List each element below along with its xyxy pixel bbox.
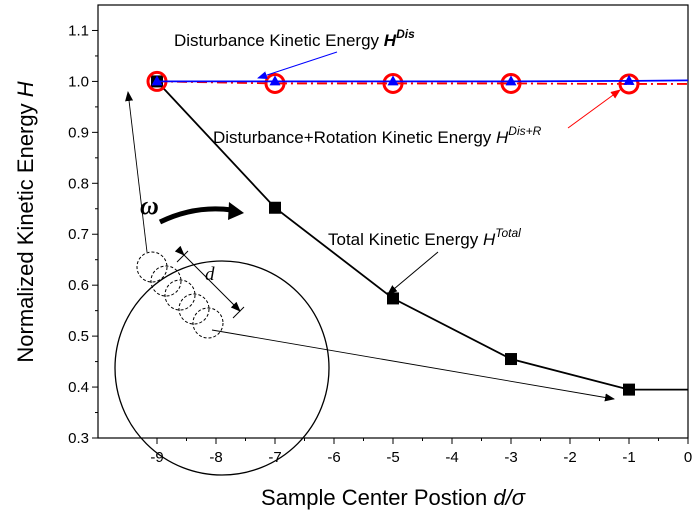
dis-point-marker <box>505 75 517 86</box>
annotation-disr-text: Disturbance+Rotation Kinetic Energy <box>213 128 496 147</box>
total-point-marker <box>269 201 281 214</box>
inset-schematic: d ω <box>114 91 615 476</box>
total-point-marker <box>387 292 399 305</box>
y-tick-label: 1.0 <box>68 73 89 90</box>
annotation-disr-arrow <box>567 89 621 129</box>
dis-point-marker <box>151 75 163 86</box>
y-axis-variable: H <box>13 81 38 97</box>
annotation-total-arrow <box>387 251 439 295</box>
inset-arrow-to-last-point <box>211 329 615 402</box>
annotation-total-text: Total Kinetic Energy <box>328 230 483 249</box>
annotation-disr-symbol: H <box>496 128 509 147</box>
annotation-total: Total Kinetic Energy HTotal <box>328 226 521 295</box>
y-tick-label: 0.4 <box>68 379 89 396</box>
sample-circle-1 <box>136 251 168 283</box>
x-tick-label: -4 <box>445 449 458 466</box>
sample-circle-3 <box>164 279 196 311</box>
annotation-disr-sup: Dis+R <box>508 124 541 138</box>
y-tick-label: 1.1 <box>68 22 89 39</box>
annotation-dis-arrow <box>257 51 338 79</box>
x-tick-label: -5 <box>386 449 399 466</box>
x-tick-label: -1 <box>622 449 635 466</box>
omega-label: ω <box>140 191 159 220</box>
svg-text:Total Kinetic Energy HTotal: Total Kinetic Energy HTotal <box>328 226 521 249</box>
annotation-dis-symbol: H <box>384 31 397 50</box>
y-tick-label: 0.8 <box>68 175 89 192</box>
annotation-dis-sup: Dis <box>396 27 415 41</box>
dis-point-marker <box>387 75 399 86</box>
y-tick-label: 0.9 <box>68 124 89 141</box>
d-extension-top <box>176 250 189 263</box>
sample-circle-5 <box>192 307 224 339</box>
dis-rotation-point-marker <box>264 72 286 94</box>
y-tick-label: 0.5 <box>68 328 89 345</box>
total-point-marker <box>623 383 635 396</box>
svg-text:Disturbance Kinetic Energy HDi: Disturbance Kinetic Energy HDis <box>174 27 415 50</box>
d-extension-bottom <box>232 306 245 319</box>
y-tick-label: 0.3 <box>68 430 89 447</box>
x-tick-label: -2 <box>563 449 576 466</box>
series-disturbance-rotation-kinetic-energy <box>146 70 688 95</box>
annotation-total-sup: Total <box>495 226 521 240</box>
y-tick-label: 0.6 <box>68 277 89 294</box>
x-tick-label: -6 <box>327 449 340 466</box>
series-line <box>156 80 688 391</box>
annotation-disr: Disturbance+Rotation Kinetic Energy HDis… <box>213 89 621 147</box>
total-point-marker <box>505 353 517 366</box>
annotation-dis: Disturbance Kinetic Energy HDis <box>174 27 415 79</box>
series-disturbance-kinetic-energy <box>151 74 689 86</box>
sample-circle-4 <box>178 293 210 325</box>
x-tick-label: -3 <box>504 449 517 466</box>
x-axis-ticks: -9 -8 -7 -6 -5 -4 -3 -2 -1 0 <box>150 438 692 466</box>
x-tick-label: -7 <box>268 449 281 466</box>
dis-rotation-point-marker <box>382 72 404 94</box>
dis-point-marker <box>269 75 281 86</box>
plot-frame <box>97 4 689 439</box>
annotation-dis-text: Disturbance Kinetic Energy <box>174 31 384 50</box>
x-tick-label: -8 <box>209 449 222 466</box>
rotation-arrowhead <box>228 202 244 220</box>
x-tick-label: 0 <box>684 449 692 466</box>
y-axis-ticks: 0.3 0.4 0.5 0.6 0.7 0.8 0.9 1.0 1.1 <box>68 22 98 447</box>
rotation-arrow <box>158 206 233 225</box>
dis-rotation-point-marker <box>500 72 522 94</box>
svg-text:Disturbance+Rotation Kinetic E: Disturbance+Rotation Kinetic Energy HDis… <box>213 124 542 147</box>
x-axis-variable: d/σ <box>493 485 525 510</box>
x-axis-title: Sample Center Postion d/σ <box>261 485 526 510</box>
inset-arrow-to-first-point <box>125 91 148 253</box>
y-axis-title: Normalized Kinetic Energy H <box>13 81 38 362</box>
series-total-kinetic-energy <box>151 75 688 396</box>
annotation-total-symbol: H <box>483 230 496 249</box>
x-tick-label: -9 <box>150 449 163 466</box>
dis-point-marker <box>623 74 635 85</box>
d-dimension-line <box>174 245 241 312</box>
sample-circle-2 <box>150 265 182 297</box>
series-line <box>157 79 689 83</box>
y-tick-label: 0.7 <box>68 226 89 243</box>
d-label: d <box>205 264 215 285</box>
